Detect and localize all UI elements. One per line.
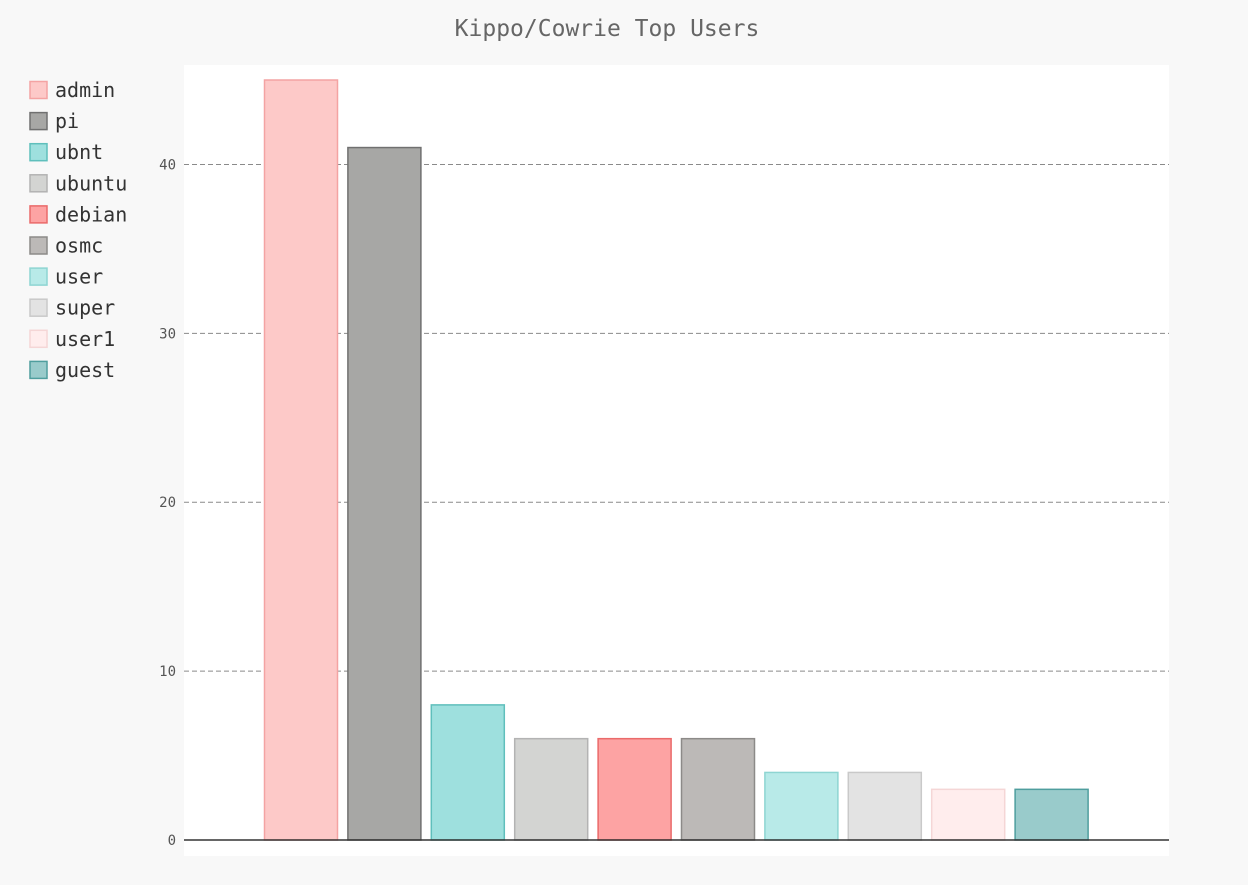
bar-user1[interactable] <box>930 788 1006 841</box>
bars <box>263 79 1089 841</box>
legend-swatch-pi[interactable] <box>29 111 48 131</box>
bar-osmc[interactable] <box>680 737 756 841</box>
legend-label-osmc: osmc <box>55 234 103 258</box>
legend-swatch-guest[interactable] <box>29 360 48 380</box>
legend-label-admin: admin <box>55 78 115 102</box>
legend-label-user: user <box>55 265 103 289</box>
y-tick-label: 40 <box>159 157 176 173</box>
bar-ubnt[interactable] <box>430 704 506 841</box>
bar-admin[interactable] <box>263 79 339 841</box>
legend-label-super: super <box>55 296 115 320</box>
bar-super[interactable] <box>847 771 923 841</box>
y-axis-ticks: 0 10 20 30 40 <box>159 157 176 849</box>
bar-guest[interactable] <box>1014 788 1089 841</box>
y-tick-label: 30 <box>159 326 176 342</box>
legend-swatch-osmc[interactable] <box>29 236 48 255</box>
legend-label-debian: debian <box>55 202 127 226</box>
legend-swatch-debian[interactable] <box>29 205 48 224</box>
legend-label-pi: pi <box>55 109 79 133</box>
legend-swatch-super[interactable] <box>29 298 48 317</box>
legend-swatch-ubuntu[interactable] <box>29 174 48 193</box>
legend-label-guest: guest <box>55 358 115 382</box>
legend-swatch-admin[interactable] <box>29 80 48 100</box>
legend-label-ubuntu: ubuntu <box>55 171 127 195</box>
y-tick-label: 20 <box>159 495 176 511</box>
legend-label-user1: user1 <box>55 327 115 351</box>
bar-ubuntu[interactable] <box>513 737 589 841</box>
y-tick-label: 0 <box>168 833 176 849</box>
legend-swatch-user1[interactable] <box>29 329 48 349</box>
bar-user[interactable] <box>764 771 839 841</box>
legend-label-ubnt: ubnt <box>55 140 103 164</box>
y-tick-label: 10 <box>159 664 176 680</box>
legend: admin pi ubnt ubuntu debian osmc user super user… <box>29 78 127 382</box>
bar-pi[interactable] <box>347 146 422 841</box>
legend-swatch-user[interactable] <box>29 267 48 286</box>
chart-title: Kippo/Cowrie Top Users <box>455 16 760 42</box>
legend-swatch-ubnt[interactable] <box>29 142 48 162</box>
bar-debian[interactable] <box>597 737 672 841</box>
